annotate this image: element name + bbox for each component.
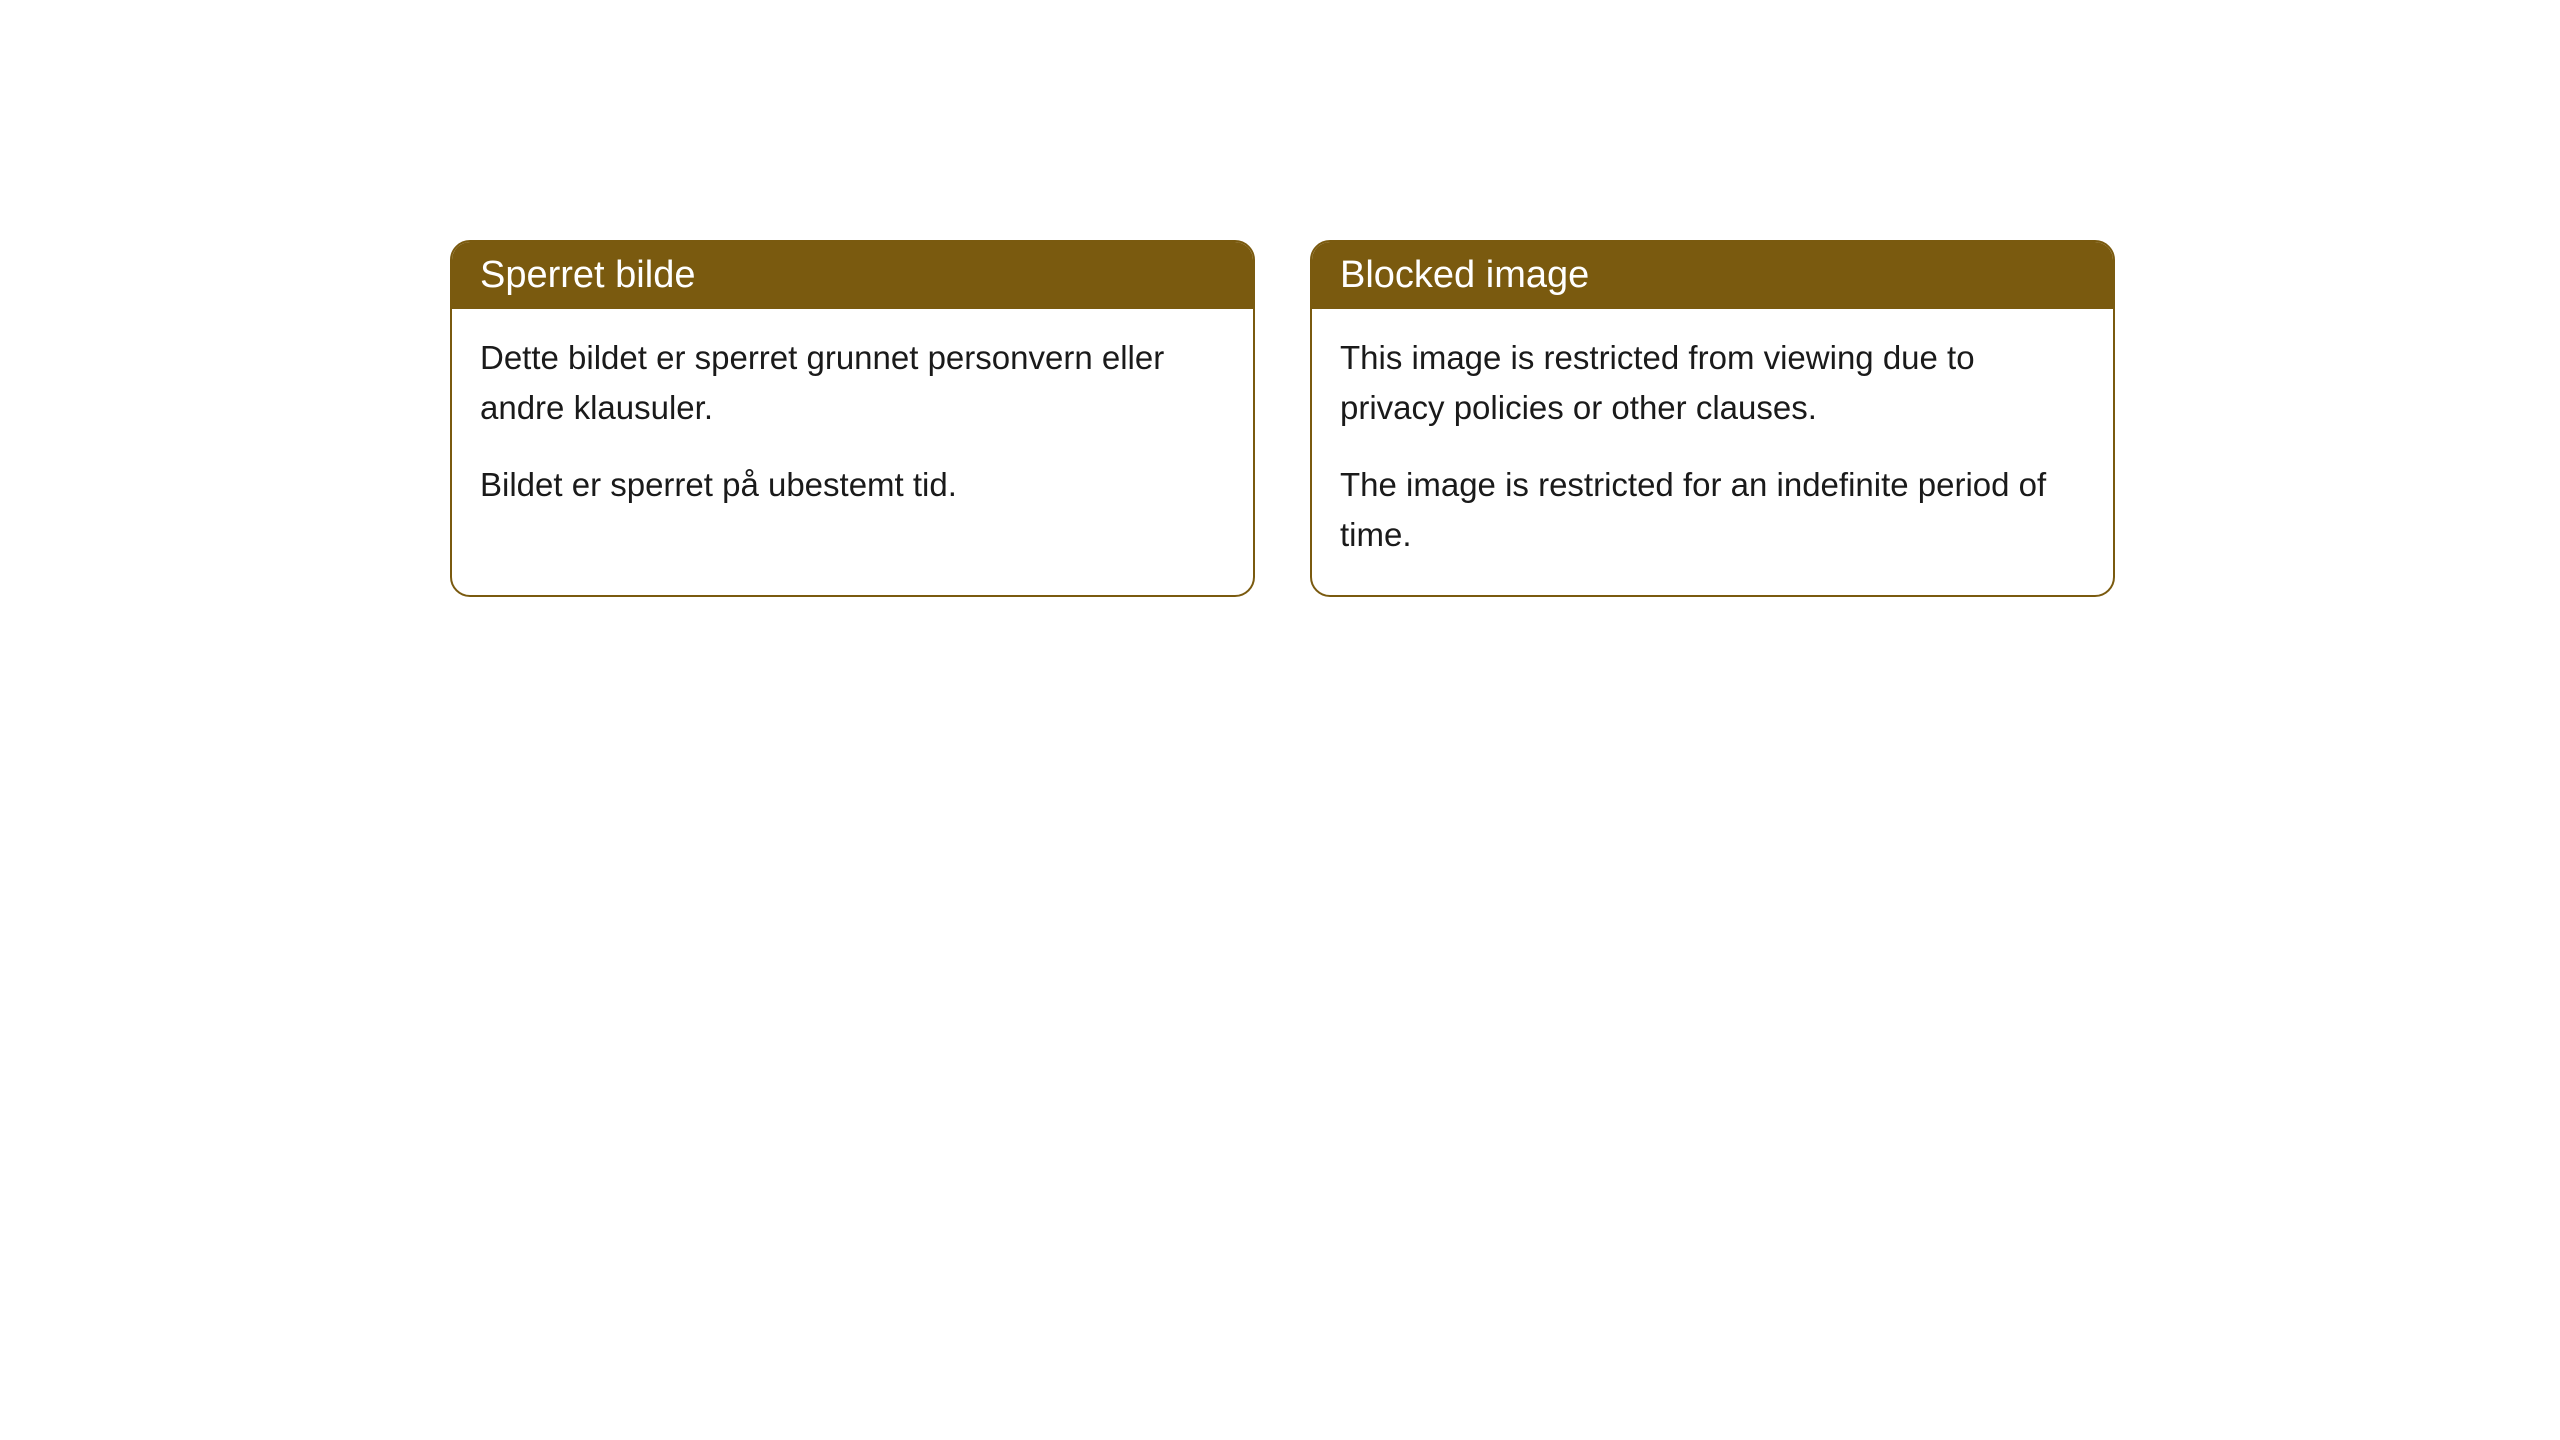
- card-title: Blocked image: [1340, 254, 1589, 296]
- card-body: This image is restricted from viewing du…: [1312, 309, 2113, 595]
- card-header: Sperret bilde: [452, 242, 1253, 309]
- card-body: Dette bildet er sperret grunnet personve…: [452, 309, 1253, 546]
- card-paragraph: Bildet er sperret på ubestemt tid.: [480, 460, 1225, 510]
- card-paragraph: This image is restricted from viewing du…: [1340, 333, 2085, 432]
- card-paragraph: The image is restricted for an indefinit…: [1340, 460, 2085, 559]
- notice-card-norwegian: Sperret bilde Dette bildet er sperret gr…: [450, 240, 1255, 597]
- notice-cards-container: Sperret bilde Dette bildet er sperret gr…: [0, 0, 2560, 597]
- card-header: Blocked image: [1312, 242, 2113, 309]
- notice-card-english: Blocked image This image is restricted f…: [1310, 240, 2115, 597]
- card-paragraph: Dette bildet er sperret grunnet personve…: [480, 333, 1225, 432]
- card-title: Sperret bilde: [480, 254, 695, 296]
